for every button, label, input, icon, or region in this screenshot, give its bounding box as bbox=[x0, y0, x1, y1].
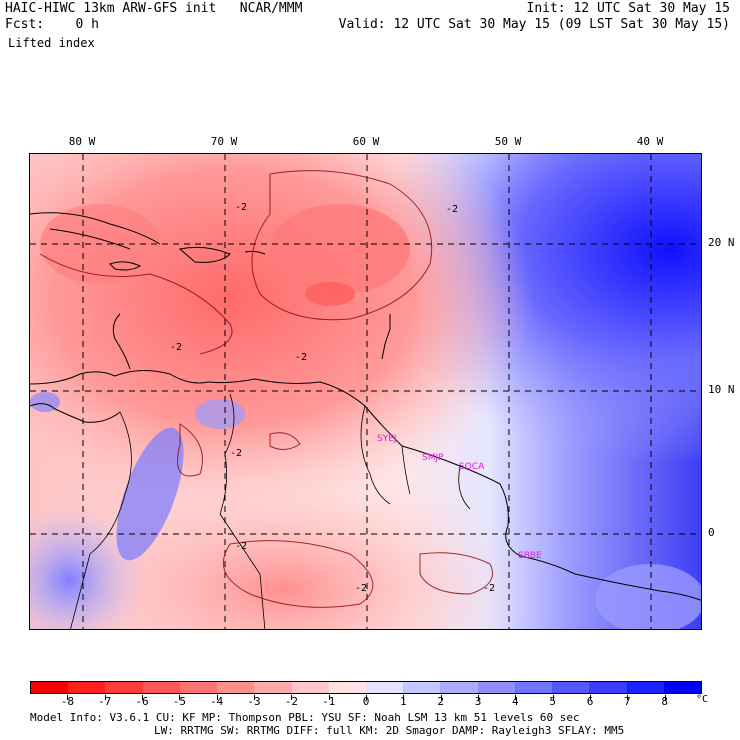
station-smjp: SMJP bbox=[422, 453, 444, 463]
colorbar-swatch bbox=[440, 682, 478, 693]
colorbar-tick-label: -7 bbox=[98, 695, 112, 708]
colorbar-tick-label: -3 bbox=[247, 695, 261, 708]
forecast-hour: Fcst: 0 h bbox=[5, 17, 99, 32]
model-title: HAIC-HIWC 13km ARW-GFS init NCAR/MMM bbox=[5, 1, 303, 16]
contour-minus-2 bbox=[39, 170, 493, 608]
colorbar-swatch bbox=[514, 682, 553, 693]
colorbar-swatch bbox=[142, 682, 180, 693]
colorbar-tick-label: -2 bbox=[284, 695, 298, 708]
colorbar-tick bbox=[664, 695, 666, 700]
colorbar-tick-label: 3 bbox=[474, 695, 482, 708]
footer-model-info: Model Info: V3.6.1 CU: KF MP: Thompson P… bbox=[30, 711, 580, 724]
colorbar-tick-label: 7 bbox=[624, 695, 631, 708]
colorbar-swatch bbox=[663, 682, 701, 693]
colorbar-tick bbox=[291, 695, 293, 700]
contour-label-5: -2 bbox=[235, 541, 247, 552]
colorbar-swatch bbox=[626, 682, 664, 693]
colorbar-tick-label: -1 bbox=[322, 695, 336, 708]
map-panel: -2 -2 -2 -2 -2 -2 -2 -2 SYEJ SMJP SOCA S… bbox=[29, 153, 702, 630]
colorbar-unit: °C bbox=[696, 694, 709, 705]
colorbar-tick bbox=[254, 695, 255, 700]
contour-label-4: -2 bbox=[295, 352, 307, 363]
footer-physics-info: LW: RRTMG SW: RRTMG DIFF: full KM: 2D Sm… bbox=[154, 724, 625, 737]
colorbar-tick-label: 2 bbox=[437, 695, 444, 708]
station-syej: SYEJ bbox=[377, 434, 397, 444]
contour-label-6: -2 bbox=[355, 583, 367, 594]
colorbar-tick-label: -6 bbox=[135, 695, 149, 708]
colorbar-tick-label: -5 bbox=[172, 695, 186, 708]
colorbar-tick-label: -8 bbox=[60, 695, 74, 708]
colorbar-swatch bbox=[589, 682, 627, 693]
lifted-index-map: -2 -2 -2 -2 -2 -2 -2 -2 SYEJ SMJP SOCA S… bbox=[30, 154, 701, 629]
colorbar-tick bbox=[515, 695, 517, 700]
contour-label-2: -2 bbox=[446, 204, 458, 215]
colorbar-swatch bbox=[291, 682, 329, 693]
lon-label-80w: 80 W bbox=[68, 135, 96, 148]
colorbar-swatch bbox=[552, 682, 590, 693]
colorbar-tick-label: 5 bbox=[549, 695, 556, 708]
station-soca: SOCA bbox=[459, 462, 485, 472]
colorbar-tick bbox=[104, 695, 106, 700]
lon-label-70w: 70 W bbox=[210, 135, 238, 148]
colorbar-tick-label: -4 bbox=[210, 695, 224, 708]
station-sbbe: SBBE bbox=[518, 551, 542, 561]
colorbar-swatch bbox=[31, 682, 69, 693]
colorbar-swatch bbox=[328, 682, 366, 693]
colorbar-tick-label: 1 bbox=[400, 695, 407, 708]
contour-label-7: -2 bbox=[483, 583, 495, 594]
lon-label-40w: 40 W bbox=[636, 135, 664, 148]
colorbar-tick-label: 4 bbox=[512, 695, 519, 708]
coastlines bbox=[30, 212, 701, 601]
colorbar-swatch bbox=[217, 682, 255, 693]
blue-patch-south-atlantic bbox=[595, 564, 701, 629]
colorbar-tick bbox=[142, 695, 143, 700]
red-patch-atlantic bbox=[270, 204, 410, 294]
colorbar-swatch bbox=[254, 682, 292, 693]
contour-label-3: -2 bbox=[170, 342, 182, 353]
red-patch-core bbox=[305, 282, 355, 306]
colorbar-tick bbox=[590, 695, 591, 700]
colorbar-tick-label: 0 bbox=[362, 695, 370, 708]
lat-label-10n: 10 N bbox=[708, 383, 735, 396]
contour-label-1: -2 bbox=[235, 202, 247, 213]
colorbar-tick-label: 6 bbox=[586, 695, 594, 708]
colorbar-tick bbox=[216, 695, 218, 700]
colorbar-tick bbox=[478, 695, 479, 700]
colorbar-tick bbox=[67, 695, 69, 700]
blue-patch-andes bbox=[116, 427, 184, 561]
blue-patch-venezuela bbox=[195, 399, 245, 429]
colorbar-tick bbox=[179, 695, 181, 700]
colorbar-tick bbox=[403, 695, 405, 700]
colorbar-swatch bbox=[68, 682, 106, 693]
colorbar-tick bbox=[440, 695, 442, 700]
lon-label-60w: 60 W bbox=[352, 135, 380, 148]
valid-time: Valid: 12 UTC Sat 30 May 15 (09 LST Sat … bbox=[338, 17, 730, 32]
colorbar bbox=[30, 681, 702, 694]
station-labels: SYEJ SMJP SOCA SBBE bbox=[377, 434, 542, 561]
colorbar-swatch bbox=[403, 682, 441, 693]
colorbar-tick bbox=[328, 695, 330, 700]
colorbar-swatch bbox=[365, 682, 404, 693]
colorbar-swatch bbox=[179, 682, 218, 693]
colorbar-swatch bbox=[105, 682, 143, 693]
contour-labels: -2 -2 -2 -2 -2 -2 -2 -2 bbox=[170, 202, 495, 594]
colorbar-swatch bbox=[477, 682, 515, 693]
contour-label-8: -2 bbox=[230, 448, 242, 459]
field-name: Lifted index bbox=[8, 36, 95, 50]
lat-label-20n: 20 N bbox=[708, 236, 735, 249]
colorbar-tick-label: 8 bbox=[661, 695, 668, 708]
colorbar-tick bbox=[627, 695, 629, 700]
lat-label-0: 0 bbox=[708, 526, 715, 539]
colorbar-tick bbox=[366, 695, 367, 700]
init-time: Init: 12 UTC Sat 30 May 15 bbox=[526, 1, 731, 16]
graticule bbox=[30, 154, 701, 629]
colorbar-tick bbox=[552, 695, 554, 700]
lon-label-50w: 50 W bbox=[494, 135, 522, 148]
